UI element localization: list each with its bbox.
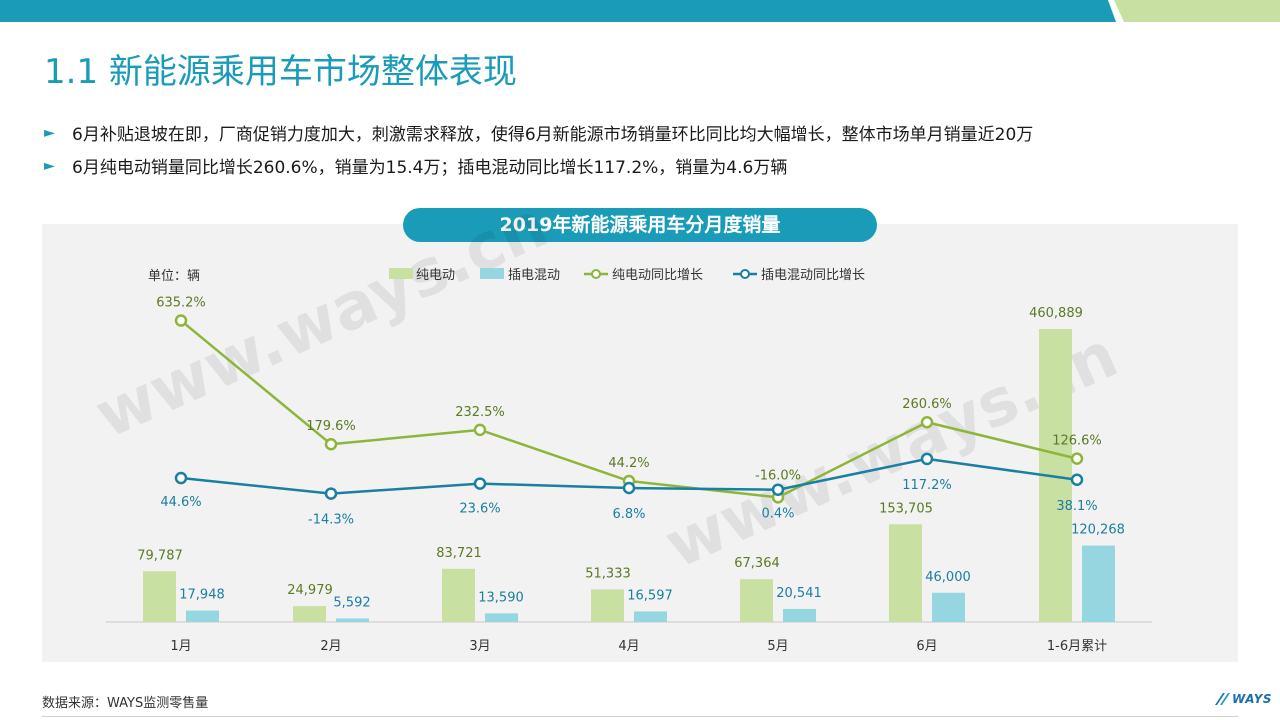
line-phev-label: 6.8%: [612, 507, 645, 522]
x-tick-label: 6月: [916, 639, 937, 654]
bar-bev-label: 83,721: [436, 546, 482, 561]
bar-bev-label: 51,333: [585, 566, 631, 581]
bar-bev: [143, 571, 176, 622]
point-phev-growth: [1070, 473, 1084, 487]
data-source-note: 数据来源：WAYS监测零售量: [42, 696, 209, 711]
bullet-text: 6月补贴退坡在即，厂商促销力度加大，刺激需求释放，使得6月新能源市场销量环比同比…: [72, 125, 1034, 145]
bar-bev: [591, 589, 624, 622]
point-bev-growth: [473, 423, 487, 437]
chart-unit-label: 单位：辆: [148, 269, 201, 284]
logo-mark-icon: [1215, 693, 1230, 705]
bullet-item: ► 6月补贴退坡在即，厂商促销力度加大，刺激需求释放，使得6月新能源市场销量环比…: [44, 116, 1224, 149]
point-bev-growth: [1070, 452, 1084, 465]
triangle-bullet-icon: ►: [44, 157, 55, 174]
line-bev-label: 179.6%: [306, 419, 356, 434]
x-tick-label: 1月: [170, 639, 191, 654]
line-bev-label: 232.5%: [455, 405, 505, 420]
line-phev-label: 38.1%: [1056, 499, 1097, 514]
x-tick-label: 4月: [618, 639, 639, 654]
bar-phev-label: 20,541: [776, 586, 822, 601]
line-bev-label: 44.2%: [608, 456, 649, 471]
legend-marker-phev: [740, 269, 750, 279]
bar-phev: [634, 611, 667, 622]
bar-bev-label: 24,979: [287, 583, 333, 598]
legend-swatch-bev: [389, 268, 413, 279]
chart-title: 2019年新能源乘用车分月度销量: [403, 208, 877, 242]
bar-bev: [889, 524, 922, 622]
bar-bev-label: 67,364: [734, 556, 780, 571]
ways-logo: WAYS: [1214, 692, 1272, 706]
line-bev-label: -16.0%: [755, 468, 801, 483]
line-phev-label: 23.6%: [459, 502, 500, 517]
point-bev-growth: [920, 415, 934, 429]
line-bev-label: 126.6%: [1052, 434, 1102, 449]
bar-bev: [293, 606, 326, 622]
bullet-item: ► 6月纯电动销量同比增长260.6%，销量为15.4万；插电混动同比增长117…: [44, 149, 1224, 182]
legend-label-phev: 插电混动: [508, 268, 560, 283]
point-phev-growth: [174, 471, 188, 485]
bullet-list: ► 6月补贴退坡在即，厂商促销力度加大，刺激需求释放，使得6月新能源市场销量环比…: [44, 116, 1224, 182]
bar-phev-label: 5,592: [333, 595, 370, 610]
bar-bev-label: 460,889: [1029, 306, 1083, 321]
bar-phev: [485, 613, 518, 622]
legend-label-bev: 纯电动: [416, 268, 455, 283]
bar-phev-label: 46,000: [925, 570, 971, 585]
legend-marker-bev: [591, 269, 601, 279]
legend-swatch-phev: [480, 268, 504, 279]
bar-bev: [740, 579, 773, 622]
bullet-text: 6月纯电动销量同比增长260.6%，销量为15.4万；插电混动同比增长117.2…: [72, 158, 788, 178]
line-bev-label: 260.6%: [902, 397, 952, 412]
x-tick-label: 5月: [767, 639, 788, 654]
point-phev-growth: [622, 481, 636, 495]
bar-bev: [442, 568, 475, 622]
x-tick-label: 3月: [469, 639, 490, 654]
bar-phev-label: 120,268: [1071, 523, 1125, 538]
slide-title: 1.1 新能源乘用车市场整体表现: [44, 52, 517, 92]
line-phev-label: -14.3%: [308, 513, 354, 528]
legend-label-bev-growth: 纯电动同比增长: [612, 268, 703, 283]
bar-phev: [336, 618, 369, 622]
bar-phev: [1082, 545, 1115, 622]
x-tick-label: 2月: [320, 639, 341, 654]
footer-divider: [42, 716, 1238, 717]
bar-bev-label: 153,705: [879, 501, 933, 516]
bar-phev: [932, 592, 965, 622]
bar-bev-label: 79,787: [137, 548, 183, 563]
bar-phev-label: 13,590: [478, 590, 524, 605]
point-bev-growth: [324, 437, 338, 451]
chart-panel: [42, 224, 1238, 662]
point-phev-growth: [473, 477, 487, 490]
x-tick-label: 1-6月累计: [1047, 639, 1107, 654]
legend-label-phev-growth: 插电混动同比增长: [761, 268, 865, 283]
logo-text: WAYS: [1232, 692, 1273, 706]
bar-phev: [783, 608, 816, 622]
line-phev-label: 117.2%: [902, 478, 952, 493]
point-phev-growth: [324, 487, 338, 500]
point-phev-growth: [920, 452, 934, 466]
top-banner: [0, 0, 1280, 22]
point-phev-growth: [771, 483, 785, 496]
bar-phev-label: 17,948: [179, 588, 225, 603]
triangle-bullet-icon: ►: [44, 124, 55, 141]
point-bev-growth: [174, 314, 188, 327]
line-bev-label: 635.2%: [156, 296, 206, 311]
line-phev-label: 44.6%: [160, 495, 201, 510]
line-phev-label: 0.4%: [761, 507, 794, 522]
bar-phev: [186, 610, 219, 622]
bar-phev-label: 16,597: [627, 588, 673, 603]
